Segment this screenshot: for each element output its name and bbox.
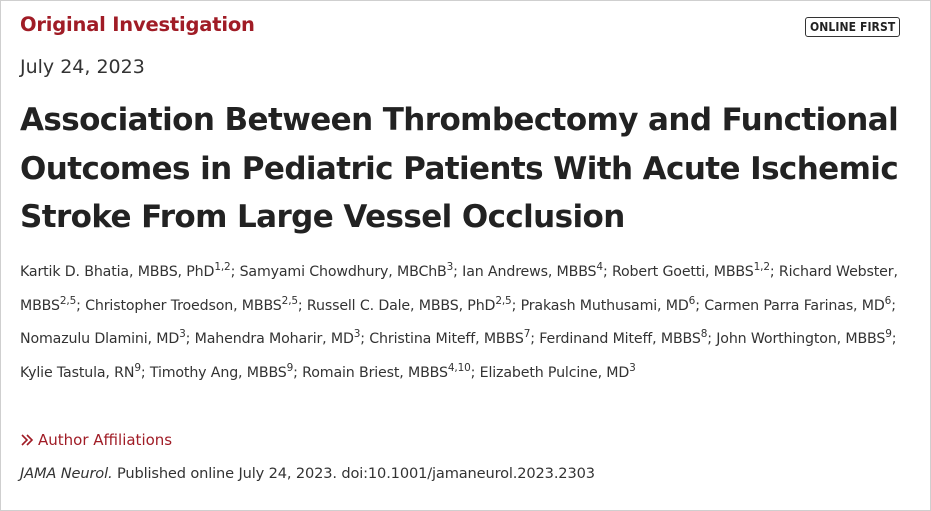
author-item[interactable]: John Worthington, MBBS9 [716, 328, 892, 347]
author-name: Samyami Chowdhury, MBChB [239, 264, 447, 280]
author-affiliation-number: 9 [134, 361, 141, 374]
author-item[interactable]: Prakash Muthusami, MD6 [520, 294, 696, 314]
author-affiliation-number: 4 [596, 261, 603, 273]
author-item[interactable]: Carmen Parra Farinas, MD6 [704, 294, 892, 314]
author-item[interactable]: Elizabeth Pulcine, MD3 [479, 361, 636, 381]
author-item[interactable]: Ferdinand Miteff, MBBS8 [539, 328, 708, 347]
author-name: Prakash Muthusami, MD [520, 297, 689, 314]
author-name: Nomazulu Dlamini, MD [20, 331, 180, 347]
journal-abbrev: JAMA Neurol. [20, 465, 113, 482]
author-affiliations-label: Author Affiliations [38, 431, 173, 449]
publication-date: July 24, 2023 [20, 56, 145, 78]
author-item[interactable]: Christina Miteff, MBBS7 [369, 328, 531, 347]
author-affiliation-number: 1,2 [753, 261, 770, 273]
author-item[interactable]: Nomazulu Dlamini, MD3 [20, 328, 186, 347]
author-name: Ian Andrews, MBBS [462, 264, 597, 280]
author-item[interactable]: Romain Briest, MBBS4,10 [302, 361, 471, 381]
author-affiliation-number: 6 [688, 294, 696, 307]
author-affiliation-number: 3 [179, 328, 186, 340]
author-item[interactable]: Kartik D. Bhatia, MBBS, PhD1,2 [20, 261, 231, 280]
author-affiliation-number: 6 [884, 294, 892, 307]
author-item[interactable]: Mahendra Moharir, MD3 [194, 328, 361, 347]
article-title: Association Between Thrombectomy and Fun… [20, 102, 899, 235]
author-name: Robert Goetti, MBBS [611, 264, 754, 280]
author-affiliations-link[interactable]: Author Affiliations [20, 431, 172, 449]
author-affiliation-number: 7 [523, 328, 531, 340]
author-item[interactable]: Samyami Chowdhury, MBChB3 [239, 261, 454, 280]
author-name: Christopher Troedson, MBBS [85, 297, 282, 314]
author-affiliation-number: 4,10 [447, 361, 471, 374]
author-item[interactable]: Christopher Troedson, MBBS2,5 [85, 294, 298, 314]
author-name: Kartik D. Bhatia, MBBS, PhD [20, 264, 215, 280]
author-name: Russell C. Dale, MBBS, PhD [306, 297, 496, 314]
online-first-badge: ONLINE FIRST [805, 17, 901, 37]
double-chevron-right-icon [21, 434, 34, 446]
article-type-label: Original Investigation [20, 13, 255, 36]
author-affiliation-number: 2,5 [495, 294, 512, 307]
author-affiliation-number: 3 [629, 361, 636, 374]
author-name: Richard Webster, MBBS [20, 264, 898, 314]
author-item[interactable]: Ian Andrews, MBBS4 [462, 261, 603, 280]
author-item[interactable]: Timothy Ang, MBBS9 [149, 361, 294, 381]
author-name: Ferdinand Miteff, MBBS [539, 331, 701, 347]
citation-line: JAMA Neurol. Published online July 24, 2… [20, 465, 595, 482]
author-item[interactable]: Kylie Tastula, RN9 [20, 361, 141, 381]
author-name: Timothy Ang, MBBS [149, 364, 287, 381]
author-item[interactable]: Richard Webster, MBBS2,5 [20, 264, 898, 314]
author-affiliation-number: 2,5 [59, 294, 77, 307]
author-affiliation-number: 9 [286, 361, 294, 374]
author-list: Kartik D. Bhatia, MBBS, PhD1,2; Samyami … [20, 261, 898, 381]
author-name: Mahendra Moharir, MD [194, 331, 354, 347]
author-name: John Worthington, MBBS [716, 331, 886, 347]
author-name: Elizabeth Pulcine, MD [479, 364, 630, 381]
author-item[interactable]: Robert Goetti, MBBS1,2 [611, 261, 770, 280]
author-affiliation-number: 2,5 [281, 294, 298, 307]
author-affiliation-number: 1,2 [214, 261, 231, 273]
author-name: Kylie Tastula, RN [20, 364, 135, 381]
author-name: Romain Briest, MBBS [302, 364, 448, 381]
citation-details: Published online July 24, 2023. doi:10.1… [112, 465, 595, 482]
author-item[interactable]: Russell C. Dale, MBBS, PhD2,5 [306, 294, 512, 314]
author-affiliation-number: 3 [446, 261, 454, 273]
author-name: Carmen Parra Farinas, MD [704, 297, 885, 314]
author-affiliation-number: 9 [885, 328, 892, 340]
author-name: Christina Miteff, MBBS [369, 331, 524, 347]
author-affiliation-number: 3 [353, 328, 361, 340]
author-affiliation-number: 8 [700, 328, 708, 340]
